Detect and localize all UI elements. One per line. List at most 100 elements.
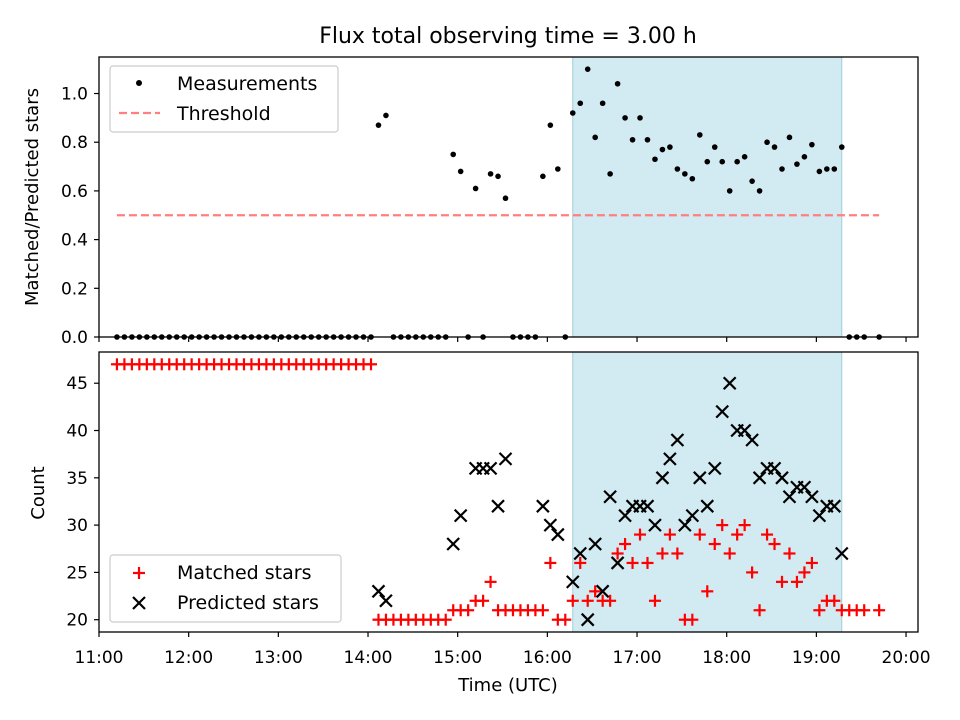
matched-star-marker [611, 547, 624, 560]
y-tick-label: 30 [66, 516, 88, 536]
predicted-star-marker [573, 546, 588, 561]
time-x-axis-label: Time (UTC) [457, 675, 558, 696]
measurement-point [809, 141, 815, 148]
measurement-point [614, 80, 621, 87]
predicted-star-marker [678, 518, 692, 532]
y-tick-label: 20 [66, 611, 88, 631]
matched-star-marker [716, 519, 729, 532]
x-tick-label: 20:00 [882, 648, 931, 668]
measurement-point [592, 134, 598, 141]
measurement-point [838, 144, 845, 150]
ratio-panel: 0.0 0.2 0.4 0.6 0.8 1.0 Matched/Predicted sta… [22, 56, 919, 348]
matched-star-marker [604, 594, 617, 607]
matched-star-marker [805, 556, 818, 569]
x-tick-label: 12:00 [164, 648, 213, 668]
measurement-point [667, 144, 673, 150]
measurement-point [711, 144, 718, 150]
matched-star-marker [634, 528, 647, 541]
measurement-point [629, 136, 636, 143]
predicted-star-marker [715, 404, 729, 419]
measurement-point [540, 173, 546, 180]
y-tick-label: 1.0 [61, 85, 88, 105]
predicted-star-marker [603, 489, 617, 504]
predicted-star-marker [752, 471, 767, 485]
matched-star-marker [574, 556, 587, 569]
predicted-star-marker [640, 499, 655, 513]
x-tick-label: 18:00 [702, 648, 751, 668]
measurement-point [487, 171, 494, 177]
matched-star-marker [365, 358, 378, 371]
y-tick-label: 0.0 [61, 328, 88, 348]
matched-star-marker [873, 604, 886, 617]
x-tick-label: 13:00 [254, 648, 303, 668]
measurement-point [637, 115, 643, 121]
measurement-point [726, 188, 733, 194]
predicted-star-marker [543, 518, 558, 532]
predicted-star-marker [595, 584, 610, 599]
matched-star-marker [768, 538, 781, 551]
measurement-point [831, 166, 838, 172]
measurement-point [682, 171, 688, 177]
predicted-star-marker [805, 489, 819, 504]
matched-star-marker [462, 604, 475, 617]
matched-star-marker [663, 528, 676, 541]
matched-star-marker [693, 528, 706, 541]
predicted-star-marker [655, 471, 670, 485]
matched-star-marker [828, 594, 841, 607]
predicted-star-marker [648, 518, 662, 532]
y-tick-label: 0.4 [61, 231, 88, 251]
y-tick-label: 45 [66, 374, 88, 394]
x-tick-label: 17:00 [613, 648, 662, 668]
predicted-star-marker [663, 452, 677, 466]
legend-threshold-label: Threshold [176, 103, 271, 125]
measurement-point [450, 151, 457, 158]
matched-star-marker [686, 613, 699, 626]
y-tick-label: 40 [66, 422, 88, 442]
measurement-point [622, 115, 628, 121]
predicted-star-marker [491, 499, 505, 513]
matched-star-marker [798, 566, 811, 579]
measurement-point [786, 134, 793, 141]
matched-star-marker [723, 547, 736, 560]
x-tick-label: 19:00 [792, 648, 841, 668]
matched-star-marker [708, 538, 721, 551]
matched-star-marker [626, 556, 639, 569]
matched-star-marker [648, 594, 661, 607]
x-tick-label: 11:00 [75, 648, 124, 668]
y-tick-label: 0.2 [61, 279, 88, 299]
measurement-point [457, 168, 464, 175]
predicted-star-marker [707, 461, 722, 476]
predicted-star-marker [536, 499, 550, 513]
predicted-star-marker [693, 471, 707, 485]
predicted-star-marker [588, 537, 602, 551]
measurement-point [502, 195, 509, 202]
matched-star-marker [641, 556, 654, 569]
matched-star-marker [589, 585, 602, 598]
predicted-star-marker [835, 546, 849, 561]
matched-star-marker [581, 594, 594, 607]
predicted-star-marker [685, 508, 700, 523]
measurement-point [816, 168, 823, 175]
matched-star-marker [544, 556, 557, 569]
predicted-star-marker [775, 471, 789, 485]
legend-matched-marker [133, 567, 145, 579]
measurement-point [674, 166, 681, 172]
matched-star-marker [619, 538, 632, 551]
measurement-point [689, 175, 696, 182]
predicted-star-marker [371, 584, 386, 599]
x-tick-label: 16:00 [523, 648, 572, 668]
matched-star-marker [813, 604, 826, 617]
measurement-point [764, 139, 770, 146]
measurement-point [547, 122, 554, 128]
measurement-point [794, 161, 800, 167]
matched-star-marker [738, 519, 751, 532]
matched-star-marker [559, 613, 572, 626]
count-legend: Matched stars Predicted stars [109, 554, 342, 623]
measurement-point [756, 188, 763, 194]
predicted-star-marker [379, 594, 393, 608]
predicted-star-marker [610, 556, 625, 570]
predicted-star-marker [782, 489, 797, 504]
ratio-legend: Measurements Threshold [109, 65, 339, 133]
measurement-point [779, 166, 785, 172]
predicted-star-marker [745, 433, 759, 447]
